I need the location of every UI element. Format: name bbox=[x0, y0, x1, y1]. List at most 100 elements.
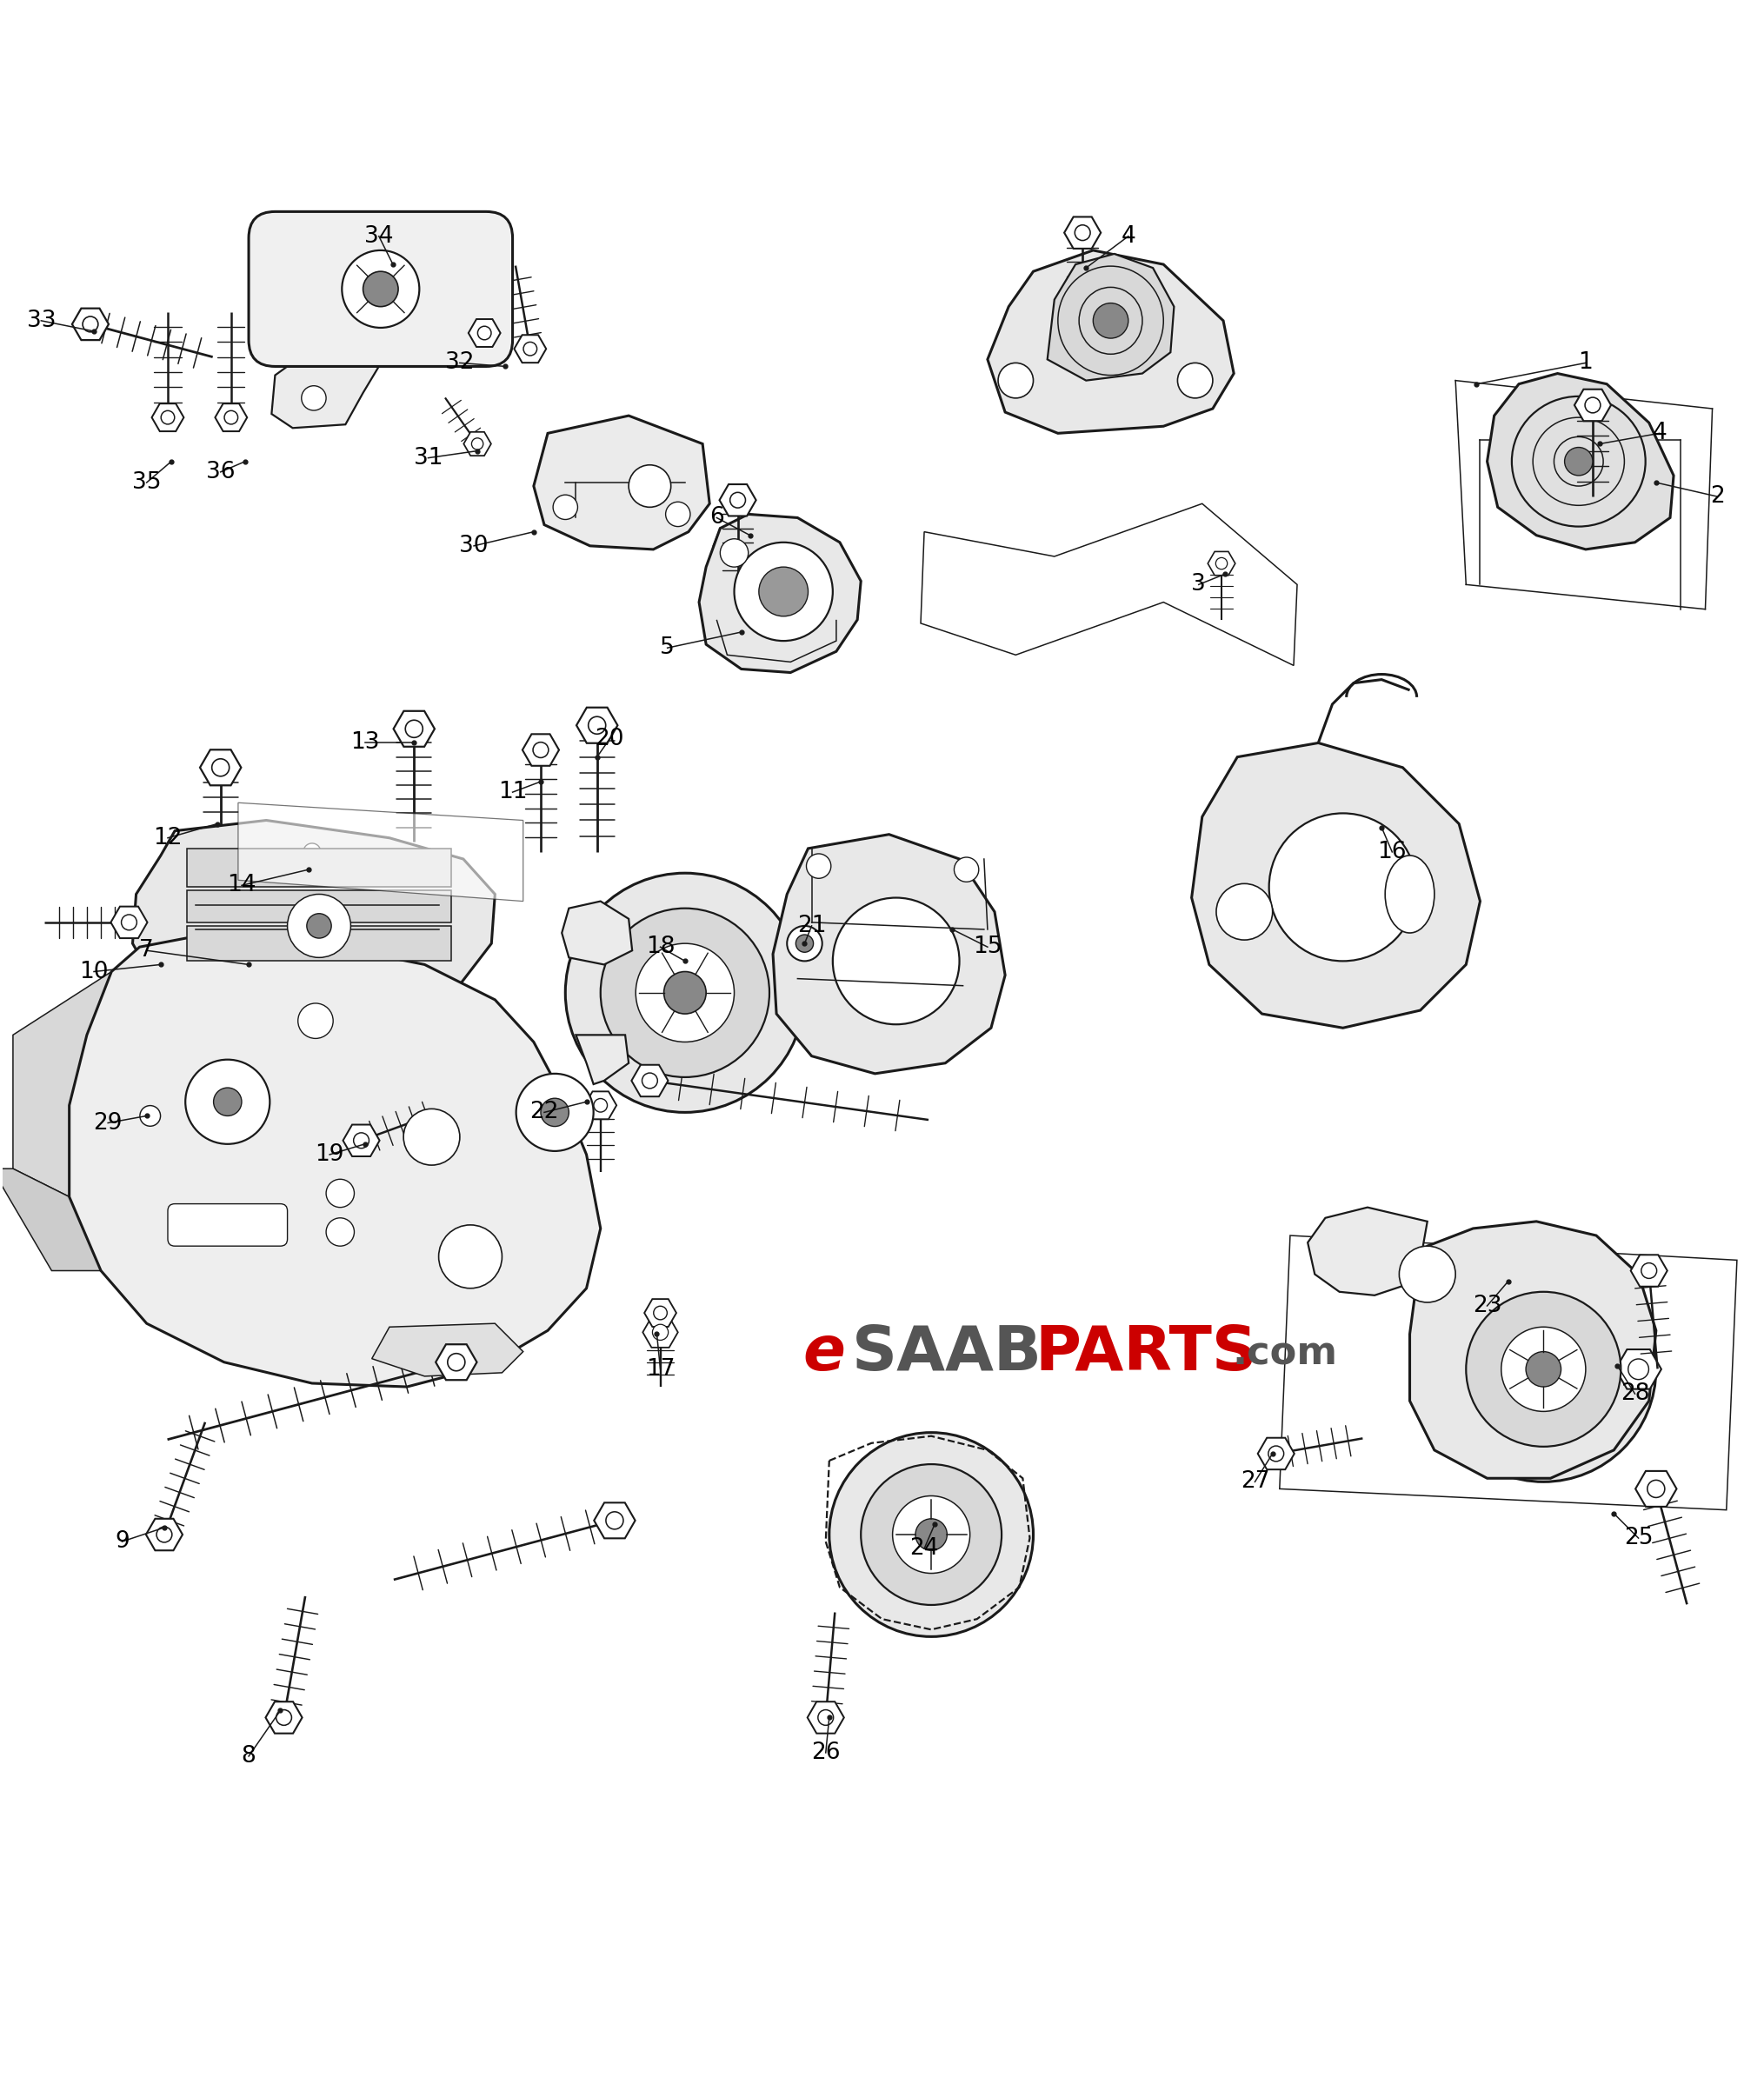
Polygon shape bbox=[469, 320, 501, 347]
Circle shape bbox=[363, 272, 399, 307]
Polygon shape bbox=[372, 1324, 524, 1376]
Text: 15: 15 bbox=[974, 935, 1002, 958]
Circle shape bbox=[517, 1073, 593, 1150]
Polygon shape bbox=[72, 307, 109, 341]
Text: 2: 2 bbox=[1711, 485, 1725, 508]
Circle shape bbox=[1501, 1328, 1586, 1411]
Polygon shape bbox=[577, 707, 617, 742]
Circle shape bbox=[730, 491, 746, 508]
Polygon shape bbox=[0, 1169, 101, 1271]
Text: SAAB: SAAB bbox=[852, 1324, 1043, 1384]
Circle shape bbox=[471, 437, 483, 450]
Polygon shape bbox=[1307, 1207, 1427, 1294]
Polygon shape bbox=[561, 901, 632, 964]
Circle shape bbox=[83, 316, 99, 332]
Text: 24: 24 bbox=[910, 1537, 938, 1560]
Circle shape bbox=[303, 843, 321, 861]
Circle shape bbox=[307, 914, 332, 939]
Polygon shape bbox=[1630, 1255, 1667, 1286]
Circle shape bbox=[212, 759, 229, 776]
Circle shape bbox=[734, 542, 833, 640]
Polygon shape bbox=[146, 1518, 182, 1549]
Circle shape bbox=[302, 385, 326, 410]
Text: 28: 28 bbox=[1621, 1382, 1649, 1405]
Circle shape bbox=[554, 496, 577, 519]
Circle shape bbox=[893, 1495, 970, 1572]
Text: 17: 17 bbox=[646, 1357, 676, 1380]
Polygon shape bbox=[266, 1702, 302, 1733]
Text: 4: 4 bbox=[1653, 422, 1667, 445]
Polygon shape bbox=[132, 820, 496, 1029]
Circle shape bbox=[628, 464, 670, 508]
Circle shape bbox=[406, 719, 423, 738]
Polygon shape bbox=[584, 1092, 617, 1119]
Polygon shape bbox=[111, 907, 148, 939]
Circle shape bbox=[806, 853, 831, 878]
Polygon shape bbox=[1064, 217, 1101, 249]
Text: 30: 30 bbox=[459, 535, 489, 556]
Circle shape bbox=[635, 943, 734, 1041]
Circle shape bbox=[600, 907, 769, 1077]
Circle shape bbox=[326, 1179, 355, 1207]
Circle shape bbox=[1178, 364, 1212, 397]
Circle shape bbox=[589, 717, 605, 734]
Polygon shape bbox=[1575, 389, 1611, 420]
Polygon shape bbox=[594, 1503, 635, 1539]
Circle shape bbox=[653, 1324, 669, 1340]
Polygon shape bbox=[393, 711, 434, 746]
Circle shape bbox=[861, 1464, 1002, 1606]
Circle shape bbox=[353, 1133, 369, 1148]
Circle shape bbox=[478, 326, 490, 339]
Polygon shape bbox=[808, 1702, 843, 1733]
Polygon shape bbox=[199, 751, 242, 786]
Circle shape bbox=[954, 857, 979, 882]
Circle shape bbox=[342, 251, 420, 328]
Circle shape bbox=[833, 897, 960, 1025]
Text: 16: 16 bbox=[1378, 841, 1406, 864]
Text: 18: 18 bbox=[646, 935, 676, 958]
Polygon shape bbox=[69, 933, 600, 1386]
Polygon shape bbox=[1208, 552, 1235, 575]
Polygon shape bbox=[12, 972, 111, 1196]
Text: 26: 26 bbox=[811, 1742, 840, 1765]
Circle shape bbox=[1094, 303, 1129, 339]
Circle shape bbox=[1466, 1292, 1621, 1447]
Circle shape bbox=[759, 567, 808, 617]
Polygon shape bbox=[127, 1096, 173, 1135]
Circle shape bbox=[1526, 1351, 1561, 1386]
Polygon shape bbox=[1616, 1349, 1662, 1388]
Polygon shape bbox=[152, 404, 183, 431]
Text: 19: 19 bbox=[316, 1144, 344, 1167]
Polygon shape bbox=[238, 803, 524, 901]
Polygon shape bbox=[187, 849, 452, 887]
Circle shape bbox=[185, 1060, 270, 1144]
Polygon shape bbox=[187, 926, 452, 962]
Circle shape bbox=[157, 1526, 173, 1543]
Polygon shape bbox=[575, 1035, 628, 1085]
Polygon shape bbox=[522, 734, 559, 765]
Circle shape bbox=[298, 1004, 333, 1039]
Text: 11: 11 bbox=[497, 780, 527, 803]
Polygon shape bbox=[464, 433, 490, 456]
Circle shape bbox=[654, 1307, 667, 1319]
Text: 10: 10 bbox=[79, 960, 108, 983]
Text: 32: 32 bbox=[445, 351, 475, 374]
Circle shape bbox=[998, 364, 1034, 397]
Circle shape bbox=[122, 914, 138, 930]
Polygon shape bbox=[293, 834, 332, 868]
Circle shape bbox=[213, 1087, 242, 1117]
Circle shape bbox=[439, 1225, 503, 1288]
FancyBboxPatch shape bbox=[168, 1204, 288, 1246]
Polygon shape bbox=[1409, 1221, 1656, 1478]
Circle shape bbox=[642, 1073, 658, 1089]
Circle shape bbox=[1565, 447, 1593, 475]
Text: 6: 6 bbox=[709, 506, 723, 529]
Text: e: e bbox=[803, 1324, 845, 1384]
Circle shape bbox=[1268, 1445, 1284, 1462]
Circle shape bbox=[533, 742, 549, 757]
Circle shape bbox=[448, 1353, 466, 1372]
Polygon shape bbox=[773, 834, 1005, 1073]
Polygon shape bbox=[513, 335, 547, 362]
Text: 1: 1 bbox=[1579, 351, 1593, 374]
Circle shape bbox=[542, 1098, 568, 1127]
